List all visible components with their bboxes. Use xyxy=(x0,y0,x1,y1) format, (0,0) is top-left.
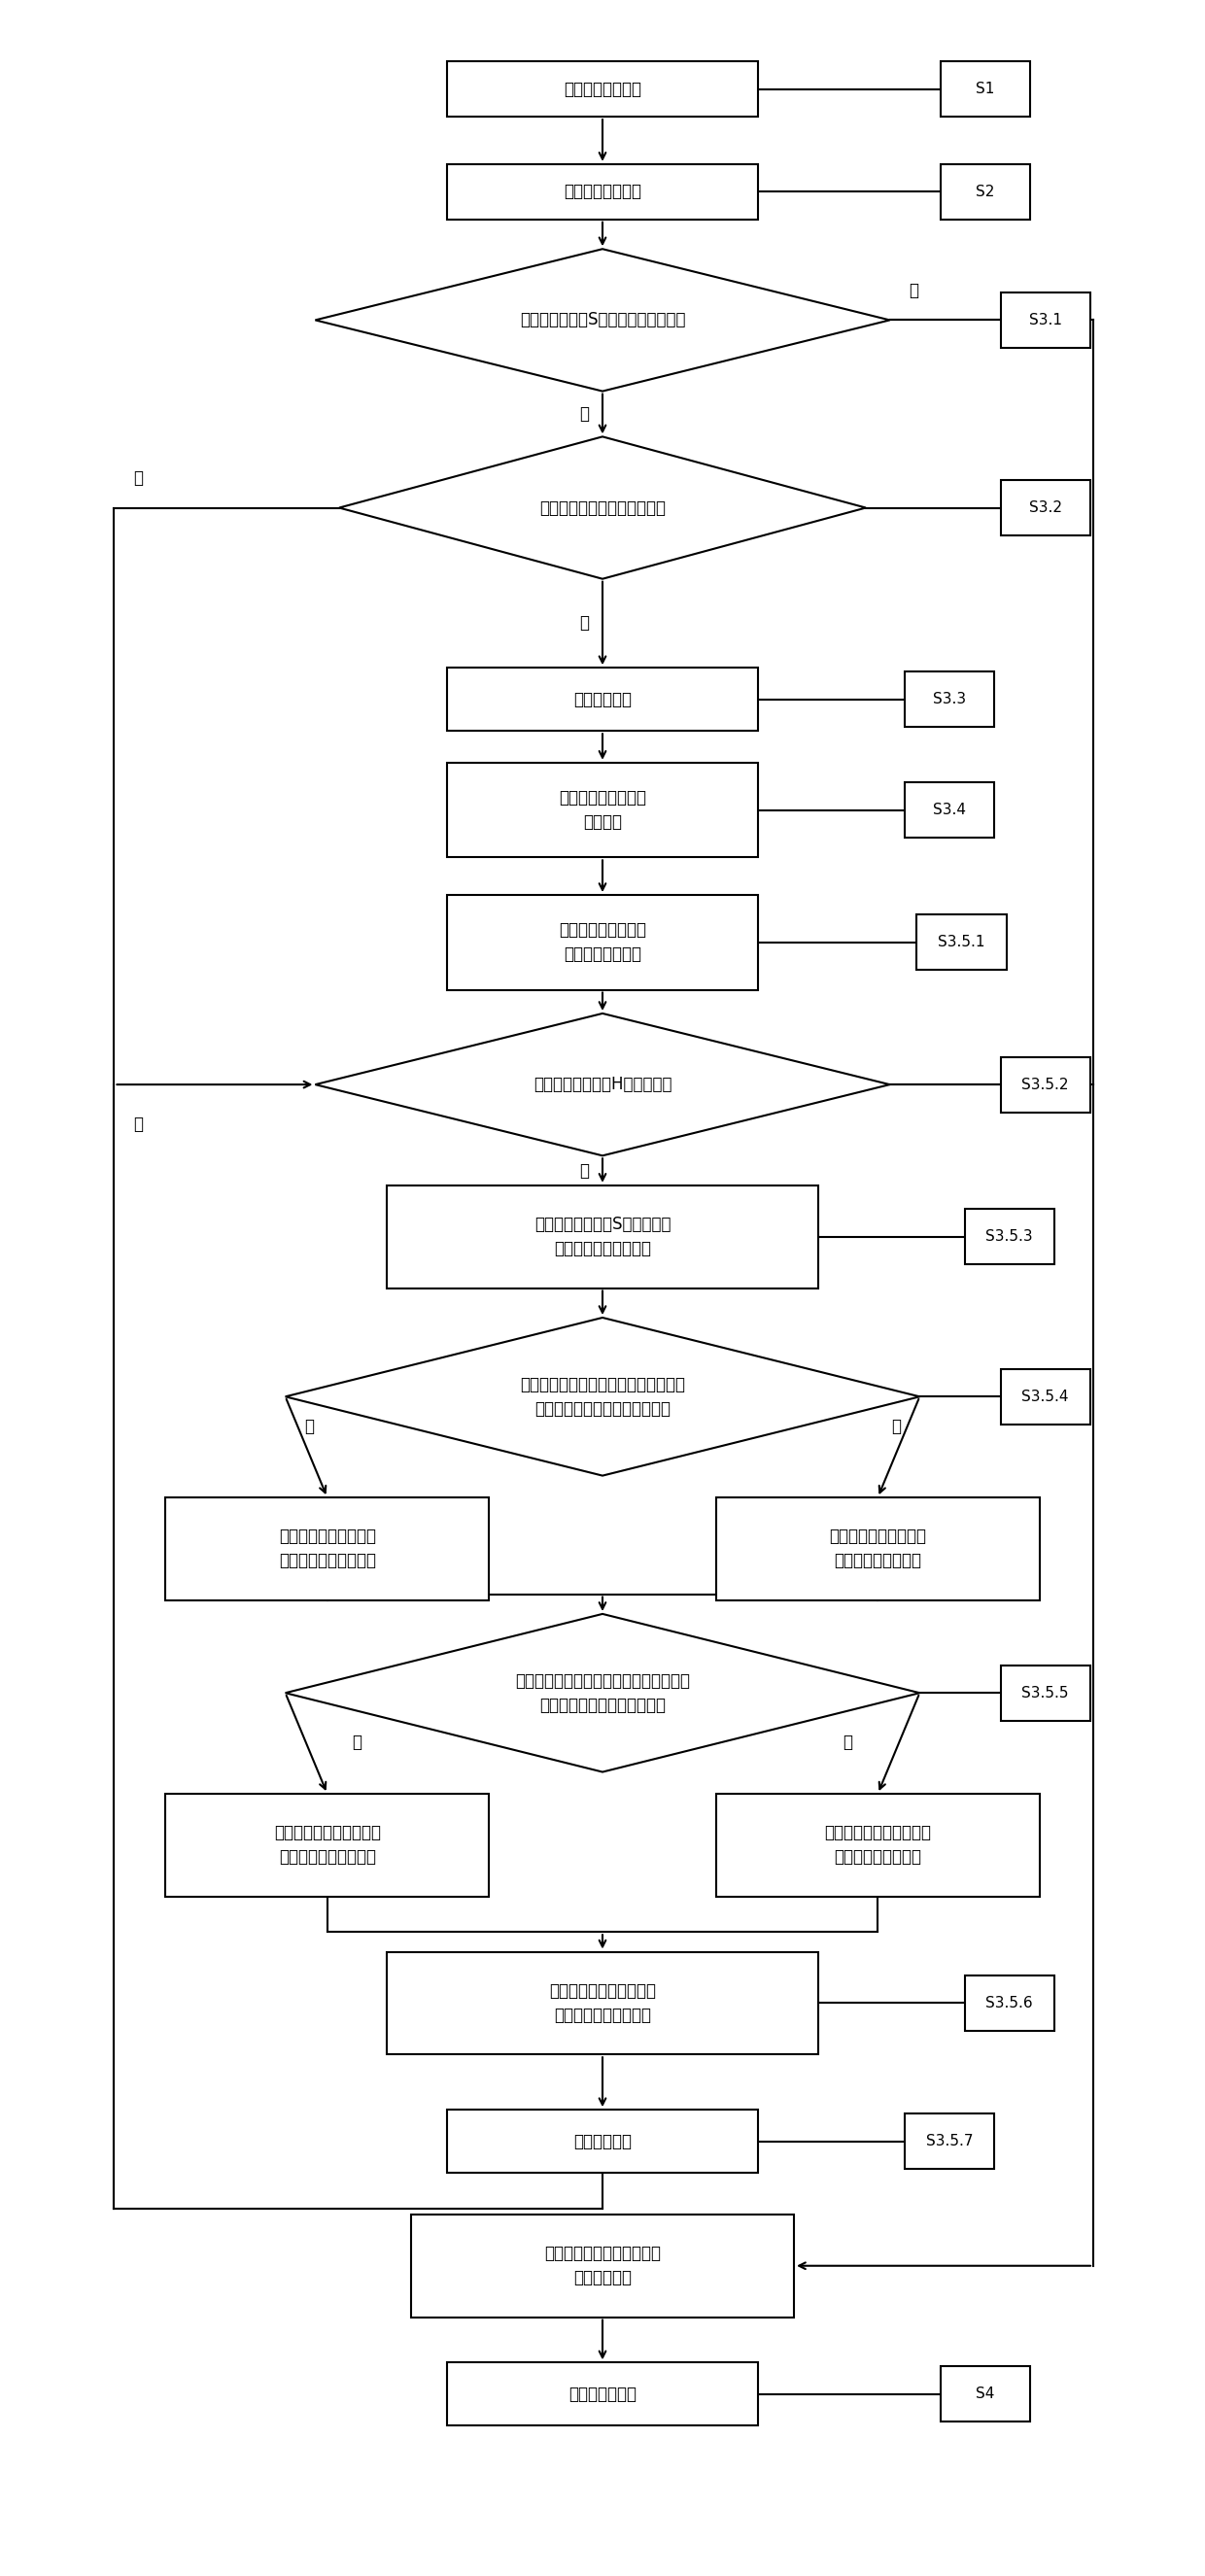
Text: S3.4: S3.4 xyxy=(933,804,966,817)
FancyBboxPatch shape xyxy=(1000,1664,1091,1721)
Text: 是: 是 xyxy=(305,1417,315,1435)
FancyBboxPatch shape xyxy=(447,2362,758,2427)
Text: S3.3: S3.3 xyxy=(933,693,966,706)
Text: 返回故障集的最优故障隔离
率和测试代价: 返回故障集的最优故障隔离 率和测试代价 xyxy=(545,2244,660,2287)
Text: 判断当前故障集S内是否只有一个故障: 判断当前故障集S内是否只有一个故障 xyxy=(519,312,686,330)
Text: 生成故障诊断树: 生成故障诊断树 xyxy=(569,2385,636,2403)
FancyBboxPatch shape xyxy=(447,62,758,116)
Text: 是: 是 xyxy=(134,469,143,487)
Text: 搜索非通过故障集的故障
隔离率以及测试代价: 搜索非通过故障集的故障 隔离率以及测试代价 xyxy=(824,1824,931,1865)
FancyBboxPatch shape xyxy=(964,1976,1054,2030)
Polygon shape xyxy=(286,1319,919,1476)
Text: 构建动态规划列表: 构建动态规划列表 xyxy=(564,183,641,201)
Polygon shape xyxy=(316,250,889,392)
FancyBboxPatch shape xyxy=(1000,1056,1091,1113)
Text: 筛选有效测点: 筛选有效测点 xyxy=(574,690,631,708)
Text: S3.5.3: S3.5.3 xyxy=(986,1229,1033,1244)
Text: 判断有效测点集合H是否为空集: 判断有效测点集合H是否为空集 xyxy=(534,1077,671,1092)
Text: S3.5.2: S3.5.2 xyxy=(1022,1077,1069,1092)
Text: 构建故障测试模型: 构建故障测试模型 xyxy=(564,80,641,98)
FancyBboxPatch shape xyxy=(387,1185,818,1288)
FancyBboxPatch shape xyxy=(941,2367,1030,2421)
Text: S3.2: S3.2 xyxy=(1029,500,1062,515)
FancyBboxPatch shape xyxy=(941,62,1030,116)
FancyBboxPatch shape xyxy=(447,2110,758,2174)
Text: S3.1: S3.1 xyxy=(1029,312,1062,327)
Text: 计算待选测点下诊断树的
故障隔离率和测点代价: 计算待选测点下诊断树的 故障隔离率和测点代价 xyxy=(549,1981,656,2025)
Text: S3.5.4: S3.5.4 xyxy=(1022,1388,1069,1404)
FancyBboxPatch shape xyxy=(447,762,758,858)
Text: 获取非通过故障集的故障
隔离率和测试代价记录: 获取非通过故障集的故障 隔离率和测试代价记录 xyxy=(274,1824,381,1865)
Text: 获取通过故障集的故障
隔离率和测试代价记录: 获取通过故障集的故障 隔离率和测试代价记录 xyxy=(278,1528,376,1569)
Text: S1: S1 xyxy=(976,82,995,95)
FancyBboxPatch shape xyxy=(1000,294,1091,348)
FancyBboxPatch shape xyxy=(941,165,1030,219)
FancyBboxPatch shape xyxy=(917,914,1006,971)
Text: 更新最优测点: 更新最优测点 xyxy=(574,2133,631,2151)
Text: 否: 否 xyxy=(844,1734,853,1752)
FancyBboxPatch shape xyxy=(447,667,758,732)
Polygon shape xyxy=(286,1615,919,1772)
Text: S4: S4 xyxy=(976,2388,995,2401)
Text: 是: 是 xyxy=(909,281,918,299)
Text: 根据当前测点，将S分割为通过
故障集和非通过故障集: 根据当前测点，将S分割为通过 故障集和非通过故障集 xyxy=(534,1216,671,1257)
Polygon shape xyxy=(316,1012,889,1157)
Text: 初始化最优故障隔离
率和最优测试代价: 初始化最优故障隔离 率和最优测试代价 xyxy=(559,922,646,963)
FancyBboxPatch shape xyxy=(165,1793,489,1896)
FancyBboxPatch shape xyxy=(905,783,994,837)
Polygon shape xyxy=(339,438,866,580)
Text: S3.5.7: S3.5.7 xyxy=(925,2133,974,2148)
Text: 对于当前测点分割的非通过故障集，判断
动态规划列表中是否有最优解: 对于当前测点分割的非通过故障集，判断 动态规划列表中是否有最优解 xyxy=(515,1672,690,1713)
Text: S3.5.5: S3.5.5 xyxy=(1022,1685,1069,1700)
FancyBboxPatch shape xyxy=(905,2115,994,2169)
Text: 是: 是 xyxy=(134,1115,143,1133)
FancyBboxPatch shape xyxy=(165,1497,489,1600)
FancyBboxPatch shape xyxy=(1000,1368,1091,1425)
Text: 否: 否 xyxy=(890,1417,900,1435)
Text: 否: 否 xyxy=(580,1162,589,1180)
Text: 否: 否 xyxy=(580,616,589,631)
FancyBboxPatch shape xyxy=(716,1793,1040,1896)
Text: S2: S2 xyxy=(976,185,995,198)
FancyBboxPatch shape xyxy=(1000,479,1091,536)
Text: 初始化有效测点的启
发函数值: 初始化有效测点的启 发函数值 xyxy=(559,788,646,832)
FancyBboxPatch shape xyxy=(447,165,758,219)
FancyBboxPatch shape xyxy=(447,894,758,989)
Text: 对于当前测点分割的通过故障集，判断
动态规划列表中是否有其最优解: 对于当前测点分割的通过故障集，判断 动态规划列表中是否有其最优解 xyxy=(519,1376,686,1417)
FancyBboxPatch shape xyxy=(716,1497,1040,1600)
FancyBboxPatch shape xyxy=(905,672,994,726)
Text: S3.5.1: S3.5.1 xyxy=(937,935,986,951)
Text: 是: 是 xyxy=(352,1734,362,1752)
Text: 判断当前可用测试集是否为空: 判断当前可用测试集是否为空 xyxy=(540,500,665,518)
Text: 搜索通过故障集的故障
隔离率以及测试代价: 搜索通过故障集的故障 隔离率以及测试代价 xyxy=(829,1528,927,1569)
FancyBboxPatch shape xyxy=(387,1953,818,2056)
FancyBboxPatch shape xyxy=(411,2215,794,2318)
Text: S3.5.6: S3.5.6 xyxy=(986,1996,1033,2009)
Text: 否: 否 xyxy=(580,404,589,422)
FancyBboxPatch shape xyxy=(964,1208,1054,1265)
